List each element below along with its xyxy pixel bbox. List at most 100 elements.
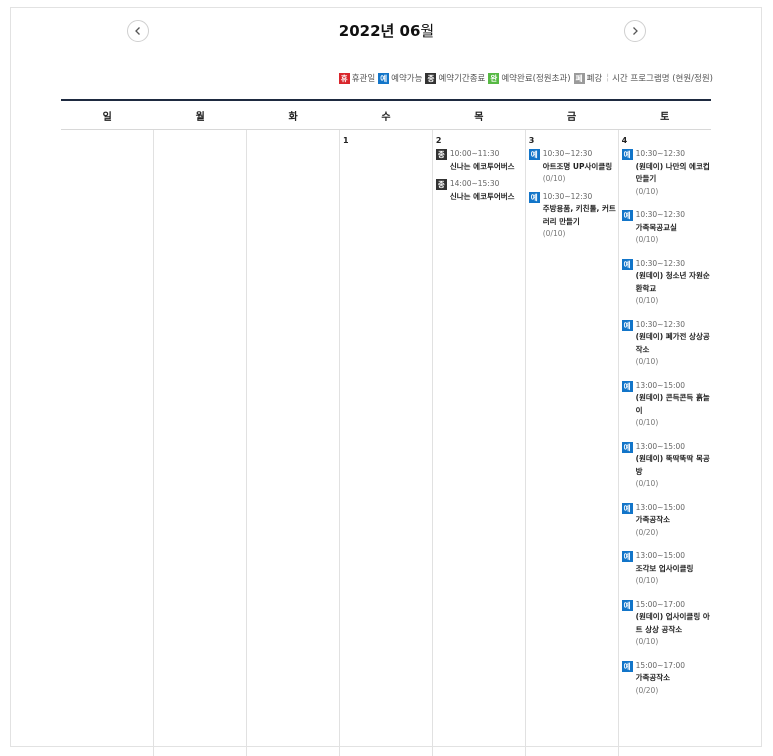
available-badge-icon: 예	[378, 73, 389, 84]
next-month-button[interactable]	[624, 20, 646, 42]
event-count: (0/20)	[636, 527, 686, 540]
status-badge: 예	[529, 149, 540, 160]
event-name[interactable]: (원데이) 나만의 에코컵 만들기	[636, 161, 711, 186]
day-cell: 1	[340, 130, 433, 756]
weekday-mon: 월	[154, 100, 247, 130]
event-count: (0/10)	[543, 228, 618, 241]
event-count: (0/10)	[636, 295, 711, 308]
event-time: 10:00~11:30	[450, 148, 515, 161]
closed-badge-icon: 휴	[339, 73, 350, 84]
event-time: 10:30~12:30	[636, 148, 711, 161]
event-name[interactable]: 가족공작소	[636, 514, 686, 527]
weekday-header-row: 일 월 화 수 목 금 토	[61, 100, 711, 130]
event-time: 10:30~12:30	[636, 209, 686, 222]
event-name[interactable]: 신나는 에코투어버스	[450, 191, 515, 204]
event-name[interactable]: (원데이) 콘득콘득 흙놀이	[636, 392, 711, 417]
day-number: 1	[343, 136, 432, 148]
legend-label: 예약기간종료	[438, 72, 485, 84]
legend-label: 폐강	[587, 72, 603, 84]
event-name[interactable]: (원데이) 청소년 자원순환학교	[636, 270, 711, 295]
event-time: 10:30~12:30	[636, 258, 711, 271]
event-name[interactable]: 주방용품, 키친툴, 커트러리 만들기	[543, 203, 618, 228]
weekday-sun: 일	[61, 100, 154, 130]
page-title: 2022년 06월	[0, 20, 773, 41]
event-time: 14:00~15:30	[450, 178, 515, 191]
event-name[interactable]: (원데이) 업사이클링 아트 상상 공작소	[636, 611, 711, 636]
title-month-unit: 월	[420, 22, 434, 40]
legend-separator: ¦	[606, 73, 609, 83]
weekday-thu: 목	[432, 100, 525, 130]
event-time: 10:30~12:30	[543, 191, 618, 204]
cancelled-badge-icon: 폐	[574, 73, 585, 84]
weekday-wed: 수	[340, 100, 433, 130]
status-badge: 예	[622, 600, 633, 611]
status-badge: 예	[622, 259, 633, 270]
event-name[interactable]: 가족목공교실	[636, 222, 686, 235]
status-badge: 예	[529, 192, 540, 203]
status-badge: 예	[622, 210, 633, 221]
event-text: 10:30~12:30(원데이) 폐가전 상상공작소(0/10)	[636, 319, 711, 369]
event-count: (0/10)	[636, 575, 694, 588]
status-badge: 예	[622, 661, 633, 672]
full-badge-icon: 완	[488, 73, 499, 84]
status-badge: 예	[622, 149, 633, 160]
day-cell-empty	[154, 130, 247, 756]
status-badge: 예	[622, 551, 633, 562]
event-count: (0/10)	[636, 186, 711, 199]
event-count: (0/20)	[636, 685, 686, 698]
event-count: (0/10)	[636, 356, 711, 369]
legend-label: 예약가능	[391, 72, 422, 84]
event-name[interactable]: 신나는 에코투어버스	[450, 161, 515, 174]
event-time: 13:00~15:00	[636, 550, 694, 563]
chevron-right-icon	[630, 26, 640, 36]
event-count: (0/10)	[543, 173, 612, 186]
weekday-tue: 화	[247, 100, 340, 130]
day-number: 2	[436, 136, 525, 148]
event-name[interactable]: (원데이) 뚝딱뚝딱 목공방	[636, 453, 711, 478]
status-badge: 예	[622, 442, 633, 453]
day-cell-empty	[247, 130, 340, 756]
event-name[interactable]: 조각보 업사이클링	[636, 563, 694, 576]
legend-label: 휴관일	[352, 72, 375, 84]
event-text: 13:00~15:00(원데이) 콘득콘득 흙놀이(0/10)	[636, 380, 711, 430]
event-name[interactable]: (원데이) 폐가전 상상공작소	[636, 331, 711, 356]
status-badge: 종	[436, 149, 447, 160]
event-text: 13:00~15:00(원데이) 뚝딱뚝딱 목공방(0/10)	[636, 441, 711, 491]
weekday-fri: 금	[525, 100, 618, 130]
event-text: 15:00~17:00(원데이) 업사이클링 아트 상상 공작소(0/10)	[636, 599, 711, 649]
event-name[interactable]: 가족공작소	[636, 672, 686, 685]
event-time: 10:30~12:30	[636, 319, 711, 332]
event-name[interactable]: 아트조명 UP사이클링	[543, 161, 612, 174]
event-text: 10:30~12:30(원데이) 청소년 자원순환학교(0/10)	[636, 258, 711, 308]
